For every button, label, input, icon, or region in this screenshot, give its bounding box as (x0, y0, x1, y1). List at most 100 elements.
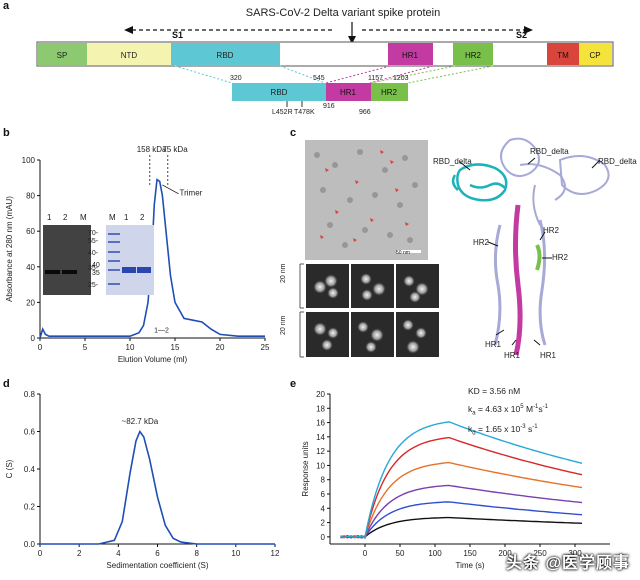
domain-sp-label: SP (57, 51, 68, 60)
x-tick-label: 4 (116, 549, 121, 558)
x-axis-label: Sedimentation coefficient (S) (106, 561, 208, 570)
label-hr2-3: HR2 (552, 253, 569, 262)
mutation-l452r: L452R (272, 109, 293, 116)
gel-1-band-lane2 (62, 270, 77, 274)
y-tick-label: 20 (316, 390, 325, 399)
em-micrograph-particles (305, 140, 428, 260)
gel-1-lane-1: 1 (47, 213, 52, 222)
x-tick-label: 300 (568, 549, 582, 558)
chart-e-spr-sensorgram: 0 50 100 150 200 250 300 0 2 4 6 8 10 12 14 16 18 20 Time … (301, 390, 610, 570)
domain-ntd-label: NTD (121, 51, 138, 60)
panel-letter-a: a (3, 0, 10, 12)
ribbon-structure (451, 137, 610, 356)
x-tick-label: 0 (38, 549, 43, 558)
series-line-s6 (340, 421, 583, 539)
domain-cp (579, 43, 612, 65)
domain-hr1 (388, 43, 433, 65)
y-tick-label: 0.4 (24, 465, 36, 474)
label-hr2-2: HR2 (543, 226, 560, 235)
y-tick-label: 0.6 (24, 428, 36, 437)
y-tick-label: 20 (26, 298, 35, 307)
x-tick-label: 6 (155, 549, 160, 558)
x-axis-label: Time (s) (455, 561, 484, 570)
s2-label: S2 (516, 30, 527, 40)
class-avg-5 (351, 312, 394, 357)
class-avg-side-label-1: 20 nm (280, 263, 287, 283)
em-scale-label: 50 nm (396, 250, 410, 256)
class-avg-4 (306, 312, 349, 357)
class-avg-6 (396, 312, 439, 357)
annotation-kda: ~82.7 kDa (122, 417, 159, 426)
y-tick-label: 12 (316, 447, 325, 456)
series-line-s5 (340, 436, 583, 539)
chart-d-sedimentation: 0 2 4 6 8 10 12 0.0 0.2 0.4 0.6 0.8 Sedimentation co… (5, 390, 280, 570)
x-tick-label: 100 (428, 549, 442, 558)
watermark: 头条 @医学顾事 (506, 555, 631, 572)
y-tick-label: 2 (321, 519, 326, 528)
x-tick-label: 200 (498, 549, 512, 558)
x-tick-label: 50 (396, 549, 405, 558)
y-tick-label: 0 (31, 334, 36, 343)
x-tick-label: 10 (126, 343, 135, 352)
arrow-trimer (162, 184, 179, 195)
spike-title: SARS-CoV-2 Delta variant spike protein (246, 7, 440, 19)
residue-545: 545 (313, 75, 325, 82)
gel-2-lane-1: 1 (124, 213, 129, 222)
domain-hr2-label: HR2 (465, 51, 482, 60)
gel-2 (106, 225, 154, 295)
label-hr1-1: HR1 (485, 340, 502, 349)
y-axis-label: Response units (301, 441, 310, 496)
y-tick-label: 8 (321, 476, 326, 485)
panel-letter-b: b (3, 127, 10, 139)
x-tick-label: 5 (83, 343, 88, 352)
em-micrograph (305, 140, 428, 260)
annotation-trimer: Trimer (180, 189, 203, 198)
gel-2-lane-m: M (109, 213, 116, 222)
residue-1203: 1203 (393, 75, 409, 82)
gel-2-lane-2: 2 (140, 213, 145, 222)
label-hr1-2: HR1 (504, 351, 521, 360)
series-line-s4 (340, 461, 583, 539)
residue-966: 966 (359, 109, 371, 116)
construct-rbd (232, 83, 326, 101)
series-line-s2 (340, 501, 583, 540)
gel-2-band-lane2 (137, 267, 151, 273)
label-hr2-1: HR2 (473, 238, 490, 247)
residue-916: 916 (323, 103, 335, 110)
x-tick-label: 15 (171, 343, 180, 352)
panel-letter-d: d (3, 378, 10, 390)
x-tick-label: 8 (194, 549, 199, 558)
series-line-s3 (340, 484, 583, 539)
y-tick-label: 0.0 (24, 540, 36, 549)
x-tick-label: 25 (261, 343, 270, 352)
y-axis-label: Absorbance at 280 nm (mAU) (5, 196, 14, 302)
annotation-75kda: 75 kDa (162, 145, 188, 154)
domain-rbd-label: RBD (217, 51, 234, 60)
mutation-t478k: T478K (294, 109, 315, 116)
class-avg-1 (306, 264, 349, 308)
panel-letter-c: c (290, 127, 297, 139)
gel-2-band-lane1 (122, 267, 136, 273)
x-tick-label: 0 (38, 343, 43, 352)
domain-tm (547, 43, 579, 65)
y-tick-label: 0 (321, 533, 326, 542)
series-line-s1 (340, 516, 583, 539)
panel-letter-e: e (290, 378, 297, 390)
gel-1-band-lane1 (45, 270, 60, 274)
label-hr1-3: HR1 (540, 351, 557, 360)
domain-rbd (171, 43, 280, 65)
y-tick-label: 100 (22, 156, 36, 165)
ka-text: ka = 4.63 x 105 M-1s-1 (468, 404, 548, 417)
construct-hr2 (371, 83, 408, 101)
y-tick-label: 14 (316, 433, 325, 442)
construct-rbd-label: RBD (271, 88, 288, 97)
domain-hr2 (453, 43, 493, 65)
class-avg-2 (351, 264, 394, 308)
x-tick-label: 2 (77, 549, 82, 558)
x-tick-label: 12 (271, 549, 280, 558)
x-axis-label: Elution Volume (ml) (118, 355, 188, 364)
label-rbd-delta-3: RBD_delta (598, 157, 637, 166)
y-tick-label: 10 (316, 461, 325, 470)
gel-1-lane-2: 2 (63, 213, 68, 222)
construct-hr1 (326, 83, 371, 101)
